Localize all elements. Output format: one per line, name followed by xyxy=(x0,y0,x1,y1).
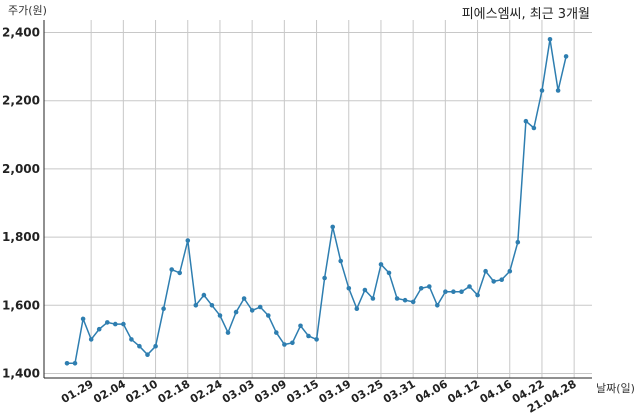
x-tick-label: 01.29 xyxy=(59,377,96,406)
y-tick-label: 2,400 xyxy=(2,26,40,40)
data-point xyxy=(306,333,311,339)
data-point xyxy=(121,321,126,327)
y-tick-labels: 1,400 1,600 1,800 2,000 2,200 2,400 xyxy=(2,26,40,381)
data-point xyxy=(507,268,513,274)
data-point xyxy=(378,262,384,267)
data-point xyxy=(96,326,102,332)
data-point xyxy=(402,297,408,303)
data-point xyxy=(257,304,263,310)
x-tick-label: 02.04 xyxy=(91,377,128,406)
data-point xyxy=(451,289,456,295)
data-point xyxy=(72,361,78,366)
data-point xyxy=(467,284,472,289)
data-point xyxy=(483,268,488,274)
data-point xyxy=(290,340,295,346)
data-point xyxy=(161,306,166,312)
data-point xyxy=(539,88,545,93)
data-point xyxy=(64,361,70,366)
data-point xyxy=(153,343,158,349)
data-point xyxy=(274,330,279,335)
data-point xyxy=(266,313,271,318)
x-tick-label: 03.09 xyxy=(252,377,289,406)
price-points xyxy=(64,37,569,366)
x-tick-label: 04.16 xyxy=(478,377,515,406)
data-point xyxy=(346,286,352,291)
data-point xyxy=(185,238,191,243)
data-point xyxy=(443,289,448,295)
data-point xyxy=(555,88,561,93)
data-point xyxy=(209,303,215,308)
data-point xyxy=(282,342,287,347)
data-point xyxy=(80,316,86,322)
data-point xyxy=(515,239,521,245)
grid-lines xyxy=(44,20,592,378)
x-tick-label: 03.25 xyxy=(349,377,386,406)
data-point xyxy=(177,270,182,276)
data-point xyxy=(370,296,376,301)
chart-title: 피에스엠씨, 최근 3개월 xyxy=(462,7,590,22)
data-point xyxy=(137,343,142,349)
x-tick-label: 02.18 xyxy=(156,377,193,406)
data-point xyxy=(394,296,400,301)
x-tick-label: 02.10 xyxy=(123,377,160,406)
data-point xyxy=(201,292,207,298)
x-tick-label: 04.06 xyxy=(413,377,450,406)
y-tick-label: 2,000 xyxy=(2,162,40,176)
x-tick-label: 03.15 xyxy=(284,377,321,406)
data-point xyxy=(563,54,569,59)
data-point xyxy=(233,309,239,315)
data-point xyxy=(113,321,118,327)
data-point xyxy=(499,277,505,283)
data-point xyxy=(362,287,368,293)
data-point xyxy=(338,258,344,264)
data-point xyxy=(418,286,424,291)
x-tick-label: 03.03 xyxy=(220,377,257,406)
data-point xyxy=(88,337,94,342)
data-point xyxy=(435,303,440,308)
data-point xyxy=(427,284,432,289)
x-tick-label: 03.31 xyxy=(381,377,418,406)
x-tick-label: 03.19 xyxy=(317,377,354,406)
data-point xyxy=(410,299,416,305)
data-point xyxy=(314,337,319,342)
data-point xyxy=(298,323,303,329)
data-point xyxy=(225,330,231,335)
data-point xyxy=(129,337,134,342)
data-point xyxy=(330,224,336,230)
y-tick-label: 2,200 xyxy=(2,94,40,108)
y-tick-label: 1,400 xyxy=(2,367,40,381)
data-point xyxy=(322,275,327,281)
data-point xyxy=(241,296,247,301)
data-point xyxy=(193,303,199,308)
data-point xyxy=(249,308,255,313)
data-point xyxy=(491,279,497,284)
data-point xyxy=(459,289,464,295)
data-point xyxy=(475,292,480,298)
y-axis-label: 주가(원) xyxy=(8,4,47,17)
data-point xyxy=(531,125,537,131)
x-tick-label: 02.24 xyxy=(188,377,225,406)
x-axis-label: 날짜(일) xyxy=(596,381,635,395)
y-tick-label: 1,600 xyxy=(2,298,40,312)
data-point xyxy=(105,320,110,325)
y-tick-label: 1,800 xyxy=(2,230,40,244)
data-point xyxy=(145,352,150,358)
data-point xyxy=(354,306,360,312)
data-point xyxy=(217,313,223,318)
data-point xyxy=(169,267,174,272)
x-tick-labels: 01.2902.0402.1002.1802.2403.0303.0903.15… xyxy=(59,377,579,416)
data-point xyxy=(547,37,553,42)
x-tick-label: 04.12 xyxy=(445,377,482,406)
data-point xyxy=(523,118,529,124)
data-point xyxy=(386,270,392,276)
